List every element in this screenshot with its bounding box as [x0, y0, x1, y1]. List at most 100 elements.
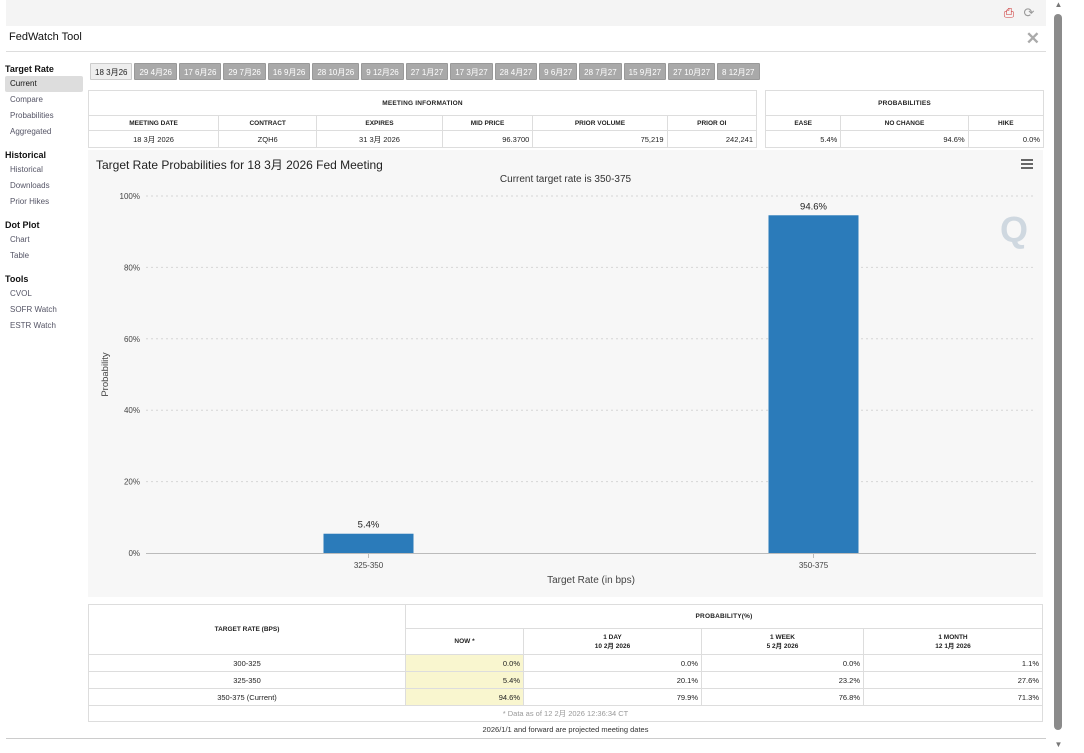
- rate-probability: 23.2%: [701, 671, 864, 689]
- rate-probability: 20.1%: [523, 671, 702, 689]
- probability-value-no-change: 94.6%: [840, 130, 969, 148]
- meeting-tab[interactable]: 15 9月27: [623, 63, 667, 80]
- sidebar-item-cvol[interactable]: CVOL: [10, 289, 32, 298]
- meeting-info-col-contract: CONTRACT: [218, 115, 318, 131]
- meeting-info-col-meeting-date: MEETING DATE: [87, 115, 220, 131]
- meeting-info-col-prior-oi: PRIOR OI: [666, 115, 758, 131]
- close-icon[interactable]: ✕: [1025, 29, 1040, 48]
- sidebar-item-current[interactable]: Current: [5, 76, 83, 92]
- sidebar-section-tools: Tools: [5, 274, 29, 284]
- chart-menu-icon[interactable]: [1021, 159, 1033, 169]
- scroll-up-icon[interactable]: ▲: [1054, 0, 1063, 9]
- meeting-tab[interactable]: 28 10月26: [312, 63, 360, 80]
- rate-col-label: 1 WEEK: [770, 633, 795, 641]
- meeting-tab[interactable]: 27 1月27: [405, 63, 449, 80]
- sidebar-item-sofr-watch[interactable]: SOFR Watch: [10, 305, 57, 314]
- rate-probability: 5.4%: [405, 671, 524, 689]
- meeting-info-value-mid-price: 96.3700: [441, 130, 534, 148]
- rate-probability: 94.6%: [405, 688, 524, 706]
- sidebar-gap: [5, 140, 83, 148]
- bar-350-375[interactable]: [768, 215, 859, 553]
- probability-value-hike: 0.0%: [967, 130, 1045, 148]
- sidebar-item-aggregated[interactable]: Aggregated: [10, 127, 52, 136]
- meeting-tab[interactable]: 17 6月26: [178, 63, 222, 80]
- sidebar-section-historical: Historical: [5, 150, 47, 160]
- bar-325-350[interactable]: [323, 533, 414, 553]
- chart-title: Target Rate Probabilities for 18 3月 2026…: [96, 158, 383, 172]
- y-axis-title: Probability: [100, 352, 111, 397]
- sidebar-section-dot-plot: Dot Plot: [5, 220, 40, 230]
- sidebar-gap: [5, 264, 83, 272]
- meeting-info-value-expires: 31 3月 2026: [316, 130, 443, 148]
- vertical-scrollbar[interactable]: ▲ ▼: [1053, 0, 1064, 753]
- probability-col-hike: HIKE: [967, 115, 1045, 131]
- meeting-tab[interactable]: 29 7月26: [223, 63, 266, 80]
- y-tick-label: 80%: [124, 263, 140, 272]
- x-tick-label: 325-350: [354, 561, 384, 570]
- meeting-tab[interactable]: 28 4月27: [494, 63, 538, 80]
- bar-chart: 0% 20% 40% 60% 80% 100% 5.4% 325-350 94.6% 350-37…: [100, 192, 1036, 586]
- meeting-tab[interactable]: 18 3月26: [90, 63, 133, 80]
- rate-probability-table: TARGET RATE (BPS) PROBABILITY(%) NOW * 1 …: [88, 604, 1043, 706]
- sidebar-item-chart[interactable]: Chart: [10, 235, 30, 244]
- meeting-tabs: 18 3月26 29 4月26 17 6月26 29 7月26 16 9月26 28 10…: [90, 63, 760, 80]
- y-tick-label: 40%: [124, 406, 140, 415]
- sidebar-item-downloads[interactable]: Downloads: [10, 181, 50, 190]
- table-row: 300-325 0.0% 0.0% 0.0% 1.1%: [88, 654, 1043, 672]
- rate-probability: 0.0%: [701, 654, 864, 672]
- meeting-tab[interactable]: 17 3月27: [450, 63, 493, 80]
- probability-col-no-change: NO CHANGE: [840, 115, 969, 131]
- meeting-info-header: MEETING INFORMATION: [88, 90, 757, 116]
- meeting-info-col-prior-volume: PRIOR VOLUME: [532, 115, 668, 131]
- y-tick-label: 20%: [124, 478, 140, 487]
- title-bar: FedWatch Tool ✕: [6, 26, 1046, 52]
- rate-probability: 0.0%: [523, 654, 702, 672]
- refresh-icon[interactable]: ⟳: [1023, 5, 1035, 20]
- sidebar-item-historical[interactable]: Historical: [10, 165, 43, 174]
- meeting-tab[interactable]: 16 9月26: [267, 63, 311, 80]
- rate-label: 350-375 (Current): [88, 688, 406, 706]
- probability-col-ease: EASE: [764, 115, 842, 131]
- rate-col-date: 10 2月 2026: [594, 642, 631, 650]
- rate-probability: 79.9%: [523, 688, 702, 706]
- rate-col-label: 1 DAY: [603, 633, 622, 641]
- bottom-divider: [6, 738, 1046, 739]
- meeting-tab[interactable]: 9 6月27: [539, 63, 578, 80]
- chart-subtitle: Current target rate is 350-375: [499, 174, 632, 185]
- meeting-info-table: MEETING INFORMATION MEETING DATE CONTRACT…: [87, 90, 758, 148]
- meeting-info-col-expires: EXPIRES: [316, 115, 443, 131]
- meeting-info-value-prior-volume: 75,219: [532, 130, 668, 148]
- rate-probability: 71.3%: [863, 688, 1043, 706]
- meeting-info-value-contract: ZQH6: [218, 130, 318, 148]
- rate-probability: 0.0%: [405, 654, 524, 672]
- watermark-logo: Q: [1000, 209, 1028, 250]
- meeting-tab[interactable]: 9 12月26: [361, 63, 404, 80]
- data-as-of: * Data as of 12 2月 2026 12:36:34 CT: [88, 706, 1043, 722]
- top-toolbar: ⎙ ⟳: [6, 0, 1046, 26]
- sidebar-item-probabilities[interactable]: Probabilities: [10, 111, 54, 120]
- rate-label: 325-350: [88, 671, 406, 689]
- scrollbar-thumb[interactable]: [1054, 14, 1062, 730]
- meeting-tab[interactable]: 8 12月27: [717, 63, 760, 80]
- sidebar-item-table[interactable]: Table: [10, 251, 30, 260]
- x-axis-title: Target Rate (in bps): [547, 575, 635, 586]
- projected-note: 2026/1/1 and forward are projected meeti…: [482, 725, 649, 734]
- sidebar-item-compare[interactable]: Compare: [10, 95, 43, 104]
- sidebar: Target Rate Current Compare Probabilities Ag…: [5, 62, 83, 334]
- probabilities-header: PROBABILITIES: [765, 90, 1044, 116]
- rate-col-header: 1 MONTH 12 1月 2026: [863, 628, 1043, 655]
- rate-col-label: NOW *: [454, 638, 475, 645]
- sidebar-item-prior-hikes[interactable]: Prior Hikes: [10, 197, 50, 206]
- meeting-tab[interactable]: 27 10月27: [668, 63, 716, 80]
- y-tick-label: 0%: [128, 549, 140, 558]
- sidebar-item-estr-watch[interactable]: ESTR Watch: [10, 321, 56, 330]
- meeting-tab[interactable]: 29 4月26: [134, 63, 177, 80]
- bar-value-label: 94.6%: [800, 201, 827, 212]
- pdf-export-icon[interactable]: ⎙: [1003, 5, 1015, 20]
- rate-col-date: 5 2月 2026: [766, 642, 799, 650]
- scroll-down-icon[interactable]: ▼: [1054, 740, 1063, 749]
- y-tick-label: 60%: [124, 335, 140, 344]
- rate-col-header: NOW *: [405, 628, 524, 655]
- meeting-tab[interactable]: 28 7月27: [579, 63, 622, 80]
- rate-column-header: TARGET RATE (BPS): [88, 604, 406, 655]
